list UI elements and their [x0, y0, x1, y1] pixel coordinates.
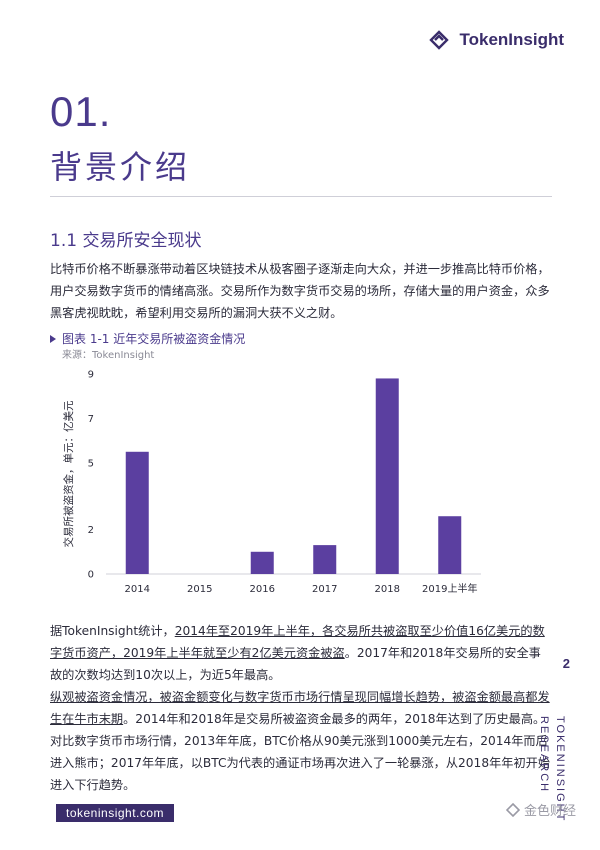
y-tick-label: 0	[88, 570, 94, 581]
watermark-text: 金色财经	[523, 804, 576, 819]
analysis-highlight: 纵观被盗资金情况，被盗金额变化与数字货币市场行情呈现同幅增长趋势，被盗金额最高都…	[50, 690, 550, 726]
bar-2017	[313, 545, 337, 574]
y-tick-label: 9	[88, 370, 94, 381]
bar-2016	[250, 551, 274, 574]
y-tick-label: 5	[88, 458, 94, 469]
x-tick-label: 2015	[187, 584, 212, 595]
x-tick-label: 2017	[312, 584, 337, 595]
stats-lead: 据TokenInsight统计，	[50, 624, 175, 638]
tokeninsight-logo-icon	[429, 30, 450, 50]
y-axis-label: 交易所被盗资金，单元：亿美元	[62, 400, 75, 547]
subsection-title: 1.1 交易所安全现状	[50, 231, 202, 251]
y-tick-label: 2	[88, 525, 94, 536]
stats-tail: 。2017年和2018年交易所的安全事故的次数均达到10次以上，为近5年最高。	[50, 646, 541, 682]
bar-2014	[125, 451, 149, 574]
watermark: 金色财经	[505, 800, 576, 819]
x-tick-label: 2018	[375, 584, 400, 595]
x-tick-label: 2019上半年	[422, 582, 477, 595]
caret-right-icon	[50, 334, 56, 343]
x-tick-label: 2016	[250, 584, 275, 595]
watermark-logo-icon	[505, 802, 520, 817]
figure-title: 图表 1-1 近年交易所被盗资金情况	[62, 332, 246, 346]
footer-url[interactable]: tokeninsight.com	[56, 804, 175, 822]
logo-text: TokenInsight	[459, 30, 564, 49]
figure-source: 来源：TokenInsight	[62, 350, 155, 361]
stats-paragraph: 据TokenInsight统计，2014年至2019年上半年，各交易所共被盗取至…	[50, 620, 552, 686]
tokeninsight-logo: TokenInsight	[427, 28, 564, 52]
stats-highlight: 2014年至2019年上半年，各交易所共被盗取至少价值16亿美元的数字货币资产，…	[50, 624, 545, 660]
side-label-line2: RESEARCH	[538, 716, 550, 794]
intro-paragraph: 比特币价格不断暴涨带动着区块链技术从极客圈子逐渐走向大众，并进一步推高比特币价格…	[50, 262, 550, 320]
figure-caption: 图表 1-1 近年交易所被盗资金情况	[50, 330, 245, 347]
analysis-tail: 。2014年和2018年是交易所被盗资金最多的两年，2018年达到了历史最高。对…	[50, 712, 551, 792]
bar-2018	[375, 378, 399, 574]
section-number: 01.	[50, 88, 112, 135]
page-number: 2	[562, 656, 570, 671]
section-title: 背景介绍	[50, 148, 191, 186]
analysis-paragraph: 纵观被盗资金情况，被盗金额变化与数字货币市场行情呈现同幅增长趋势，被盗金额最高都…	[50, 686, 552, 796]
y-tick-label: 7	[88, 414, 94, 425]
divider	[50, 196, 552, 197]
x-tick-label: 2014	[125, 584, 150, 595]
bar-chart: 交易所被盗资金，单元：亿美元 0 2 5 7 9 2014 2015 2016 2017 2018 2…	[62, 370, 481, 595]
bar-2019上半年	[438, 516, 462, 574]
